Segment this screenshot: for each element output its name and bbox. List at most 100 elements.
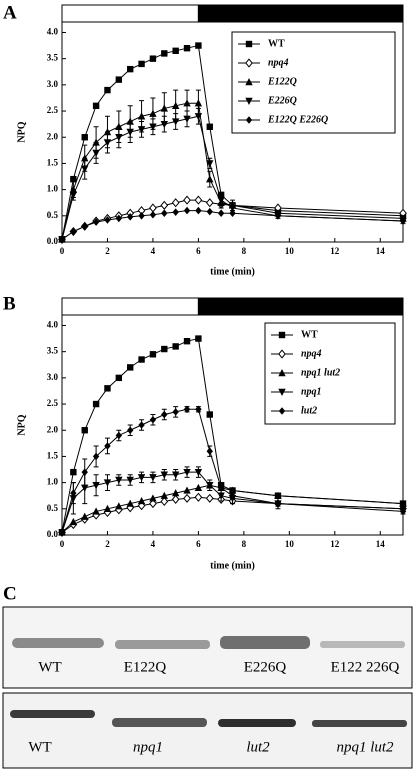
marker <box>160 120 168 129</box>
y-tick-label: 1.5 <box>47 450 59 460</box>
x-tick-label: 8 <box>242 246 247 256</box>
band <box>312 720 407 727</box>
legend-marker <box>278 349 286 359</box>
plot-frame <box>61 314 404 536</box>
marker <box>103 139 112 147</box>
y-axis-title: NPQ <box>16 121 27 142</box>
band <box>112 718 207 727</box>
marker <box>171 471 180 479</box>
panel-label: A <box>3 2 17 23</box>
marker <box>171 489 180 497</box>
marker <box>81 468 88 476</box>
legend-marker <box>278 369 286 377</box>
x-tick-label: 4 <box>151 246 156 256</box>
marker <box>104 216 111 224</box>
marker <box>205 493 214 503</box>
marker <box>183 493 191 503</box>
lane-label: npq1 <box>133 739 163 755</box>
marker <box>183 486 191 494</box>
marker <box>217 484 225 492</box>
marker <box>160 471 168 479</box>
marker <box>81 484 89 492</box>
marker <box>103 504 112 513</box>
x-tick-label: 8 <box>242 539 247 549</box>
marker <box>217 209 225 217</box>
marker <box>161 50 168 57</box>
y-tick-label: 1.5 <box>47 157 59 167</box>
marker <box>194 492 203 502</box>
marker <box>149 351 157 358</box>
marker <box>399 499 407 507</box>
marker <box>115 76 123 83</box>
marker <box>81 427 88 434</box>
y-tick-label: 3.5 <box>47 53 59 63</box>
legend-marker <box>278 331 286 339</box>
marker <box>103 479 112 487</box>
marker <box>171 198 180 208</box>
series-line <box>61 115 404 240</box>
marker <box>274 491 282 499</box>
legend-marker <box>245 97 253 105</box>
marker <box>137 496 146 505</box>
marker <box>194 113 203 121</box>
marker <box>81 222 88 231</box>
y-tick-label: 1.0 <box>47 477 59 487</box>
legend-label: WT <box>268 38 285 49</box>
legend-marker <box>245 40 253 48</box>
marker <box>206 207 213 216</box>
marker <box>171 494 180 504</box>
marker <box>137 126 146 134</box>
marker <box>161 345 168 353</box>
marker <box>274 212 282 220</box>
marker <box>149 203 157 213</box>
y-tick-label: 0.0 <box>47 236 59 246</box>
legend-label: E226Q <box>267 95 297 106</box>
marker <box>206 160 214 168</box>
legend-marker <box>245 58 253 68</box>
marker <box>194 195 203 205</box>
legend-label: npq4 <box>268 57 289 68</box>
marker <box>206 411 213 418</box>
marker <box>92 452 100 461</box>
marker <box>183 115 191 123</box>
y-tick-label: 4.0 <box>47 320 59 330</box>
marker <box>172 47 179 55</box>
marker <box>70 489 77 497</box>
panel-label: B <box>3 293 16 314</box>
y-tick-label: 2.5 <box>47 105 59 115</box>
marker <box>149 415 157 424</box>
marker <box>205 198 214 208</box>
marker <box>126 128 134 136</box>
y-tick-label: 0.0 <box>47 529 59 539</box>
dark-bar <box>197 297 404 316</box>
marker <box>70 468 77 476</box>
band <box>218 719 296 727</box>
marker <box>206 175 214 183</box>
band <box>115 640 210 649</box>
y-tick-label: 4.0 <box>47 27 59 37</box>
marker <box>160 496 169 507</box>
x-axis-title: time (min) <box>210 560 255 571</box>
marker <box>127 364 134 371</box>
marker <box>183 405 191 414</box>
marker <box>206 482 214 490</box>
marker <box>183 206 191 215</box>
marker <box>115 134 123 142</box>
x-tick-label: 6 <box>196 539 201 549</box>
marker <box>149 498 157 509</box>
marker <box>92 482 100 490</box>
marker <box>206 123 213 130</box>
lane-label: WT <box>38 659 61 675</box>
marker <box>58 528 66 537</box>
marker <box>137 112 146 120</box>
marker <box>92 149 100 157</box>
marker <box>161 209 168 217</box>
series-line <box>61 471 404 533</box>
legend-marker <box>278 388 286 396</box>
marker <box>160 104 168 112</box>
marker <box>149 109 157 117</box>
legend-label: npq1 <box>301 386 322 397</box>
marker <box>149 210 157 219</box>
marker <box>194 483 203 492</box>
